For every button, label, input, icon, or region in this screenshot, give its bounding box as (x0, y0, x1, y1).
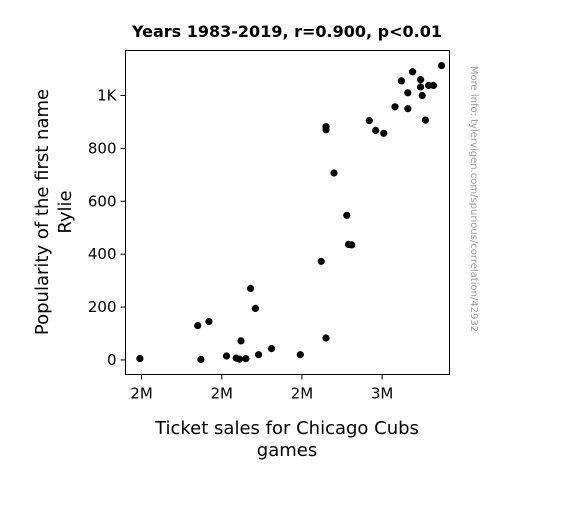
x-axis-ticks: 2M 2M 2M 3M (130, 374, 394, 403)
data-point-11 (255, 351, 263, 359)
data-point-26 (397, 77, 405, 85)
data-point-2 (197, 355, 205, 363)
data-point-10 (251, 304, 259, 312)
data-point-25 (391, 103, 399, 111)
data-point-7 (237, 337, 245, 345)
y-axis-ticks: 0 200 400 600 800 1K (88, 86, 126, 369)
x-tick-label-0: 2M (130, 385, 153, 403)
data-point-36 (437, 62, 446, 70)
y-tick-label-4: 800 (88, 139, 117, 157)
y-axis-label-line-2: Rylie (55, 190, 76, 233)
data-point-14 (317, 257, 325, 265)
data-point-21 (348, 241, 356, 249)
y-tick-label-0: 0 (107, 351, 117, 369)
data-point-12 (267, 345, 276, 353)
data-point-24 (380, 129, 388, 137)
data-point-0 (136, 355, 144, 363)
source-watermark: More info: tylervigen.com/spurious/corre… (468, 66, 479, 332)
data-point-18 (330, 169, 338, 177)
x-tick-label-2: 2M (291, 385, 314, 403)
data-point-28 (404, 89, 412, 97)
x-tick-label-1: 2M (210, 385, 233, 403)
data-point-33 (421, 116, 429, 124)
data-point-35 (429, 81, 438, 89)
data-point-22 (365, 117, 373, 125)
chart-title: Years 1983-2019, r=0.900, p<0.01 (131, 22, 442, 41)
data-points (136, 62, 446, 363)
data-point-6 (235, 355, 243, 363)
y-axis-label-line-1: Popularity of the first name (32, 89, 53, 335)
x-axis-label-line-2: games (257, 440, 317, 461)
y-tick-label-5: 1K (97, 86, 118, 104)
data-point-13 (296, 351, 304, 359)
data-point-19 (343, 211, 351, 219)
plot-area-frame (125, 50, 450, 375)
data-point-30 (417, 76, 425, 84)
y-tick-label-3: 600 (88, 192, 117, 210)
data-point-23 (372, 126, 380, 134)
x-axis-label-line-1: Ticket sales for Chicago Cubs (154, 418, 419, 439)
data-point-15 (322, 334, 330, 342)
data-point-4 (222, 352, 231, 360)
data-point-31 (417, 83, 425, 91)
data-point-27 (404, 105, 412, 113)
data-point-8 (242, 355, 250, 363)
data-point-29 (409, 68, 417, 76)
data-point-17 (322, 123, 330, 131)
data-point-32 (418, 91, 426, 100)
x-tick-label-3: 3M (371, 385, 394, 403)
data-point-1 (194, 322, 202, 330)
data-point-9 (247, 284, 255, 293)
y-tick-label-1: 200 (88, 298, 117, 316)
y-tick-label-2: 400 (88, 245, 117, 263)
data-point-3 (205, 318, 213, 326)
